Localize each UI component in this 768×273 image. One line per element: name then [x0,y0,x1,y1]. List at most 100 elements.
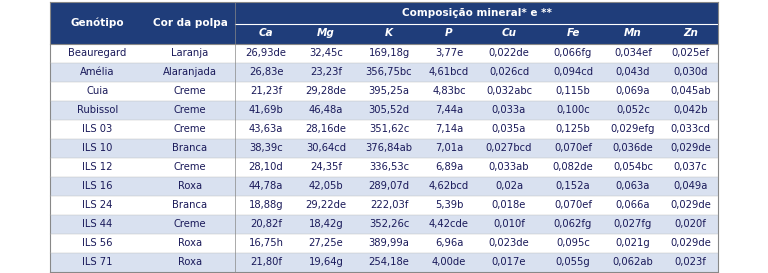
Bar [663,215,718,233]
Text: 0,070ef: 0,070ef [554,200,592,210]
Bar [145,215,235,233]
Bar [663,82,718,100]
Text: ILS 16: ILS 16 [82,181,113,191]
Bar [603,158,663,177]
Bar [297,215,355,233]
Bar [145,63,235,82]
Bar [543,63,603,82]
Bar [475,177,543,195]
Text: 24,35f: 24,35f [310,162,342,172]
Bar [603,215,663,233]
Bar [235,63,297,82]
Text: 0,100c: 0,100c [556,105,590,115]
Text: Ca: Ca [259,28,273,38]
Text: Roxa: Roxa [178,181,202,191]
Bar [543,158,603,177]
Bar [297,138,355,158]
Text: 4,83bc: 4,83bc [432,86,466,96]
Bar [145,100,235,120]
Text: 289,07d: 289,07d [369,181,409,191]
Text: 0,094cd: 0,094cd [553,67,593,77]
Bar [423,177,475,195]
Bar [475,253,543,272]
Text: ILS 56: ILS 56 [82,238,113,248]
Text: 29,28de: 29,28de [306,86,346,96]
Bar [235,158,297,177]
Text: 389,99a: 389,99a [369,238,409,248]
Text: 0,055g: 0,055g [555,257,591,267]
Bar [423,158,475,177]
Bar [423,82,475,100]
Text: 0,070ef: 0,070ef [554,143,592,153]
Bar [603,138,663,158]
Bar [145,1,235,43]
Bar [50,1,145,43]
Bar [50,215,145,233]
Text: 6,89a: 6,89a [435,162,463,172]
Bar [235,253,297,272]
Bar [475,63,543,82]
Text: 0,066a: 0,066a [616,200,650,210]
Text: 0,125b: 0,125b [555,124,591,134]
Text: 28,10d: 28,10d [249,162,283,172]
Bar [235,100,297,120]
Text: 0,029efg: 0,029efg [611,124,655,134]
Bar [603,177,663,195]
Text: Mg: Mg [317,28,335,38]
Bar [235,138,297,158]
Text: 222,03f: 222,03f [370,200,408,210]
Bar [475,138,543,158]
Bar [475,195,543,215]
Bar [543,138,603,158]
Text: P: P [445,28,453,38]
Bar [145,195,235,215]
Bar [543,100,603,120]
Bar [235,215,297,233]
Text: 42,05b: 42,05b [309,181,343,191]
Text: 0,017e: 0,017e [492,257,526,267]
Bar [50,100,145,120]
Text: 27,25e: 27,25e [309,238,343,248]
Bar [423,253,475,272]
Bar [423,63,475,82]
Bar [423,100,475,120]
Text: 6,96a: 6,96a [435,238,463,248]
Bar [663,43,718,63]
Bar [603,233,663,253]
Text: 0,02a: 0,02a [495,181,523,191]
Text: 0,069a: 0,069a [616,86,650,96]
Text: 41,69b: 41,69b [249,105,283,115]
Text: 395,25a: 395,25a [369,86,409,96]
Bar [475,100,543,120]
Text: 0,026cd: 0,026cd [489,67,529,77]
Text: 0,049a: 0,049a [674,181,707,191]
Text: Creme: Creme [174,124,207,134]
Text: 0,029de: 0,029de [670,238,711,248]
Text: 18,88g: 18,88g [249,200,283,210]
Text: Branca: Branca [173,200,207,210]
Text: ILS 71: ILS 71 [82,257,113,267]
Bar [145,158,235,177]
Text: 7,01a: 7,01a [435,143,463,153]
Bar [423,43,475,63]
Bar [543,177,603,195]
Text: 4,00de: 4,00de [432,257,466,267]
Text: 0,062fg: 0,062fg [554,219,592,229]
Text: 0,021g: 0,021g [616,238,650,248]
Text: Amélia: Amélia [80,67,114,77]
Bar [50,195,145,215]
Text: Composição mineral* e **: Composição mineral* e ** [402,7,551,17]
Bar [235,23,297,43]
Text: Creme: Creme [174,219,207,229]
Text: 0,043d: 0,043d [616,67,650,77]
Text: Fe: Fe [566,28,580,38]
Bar [50,120,145,138]
Text: 5,39b: 5,39b [435,200,463,210]
Text: Beauregard: Beauregard [68,48,127,58]
Text: Cuia: Cuia [86,86,108,96]
Text: 0,023de: 0,023de [488,238,529,248]
Bar [663,120,718,138]
Bar [543,82,603,100]
Text: 46,48a: 46,48a [309,105,343,115]
Text: Branca: Branca [173,143,207,153]
